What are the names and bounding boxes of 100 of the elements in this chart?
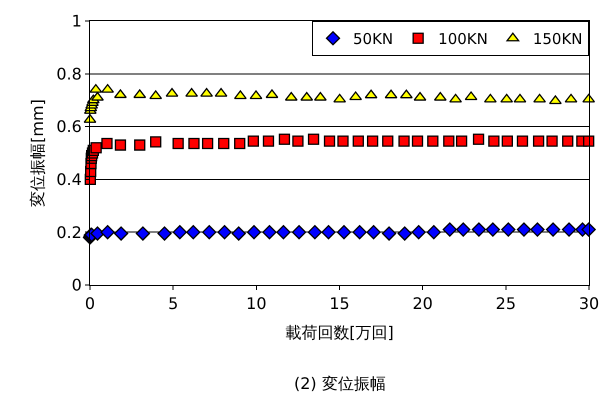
x-tick-label: 10 <box>246 294 267 314</box>
point <box>300 92 314 101</box>
y-tick-label: 0.4 <box>56 170 82 189</box>
point <box>149 90 162 100</box>
x-tick-label: 0 <box>84 294 96 314</box>
point <box>472 134 484 145</box>
legend-label: 150KN <box>532 30 583 48</box>
point <box>266 89 278 98</box>
point <box>533 94 546 103</box>
point <box>89 84 102 93</box>
point <box>382 226 396 241</box>
point <box>352 135 364 147</box>
point <box>276 225 291 240</box>
legend-label: 50KN <box>353 30 394 48</box>
point <box>314 92 327 101</box>
y-tick-label: 0.6 <box>56 117 82 136</box>
point <box>234 90 247 100</box>
y-tick-label: 0.8 <box>56 64 82 84</box>
point <box>308 225 322 240</box>
point <box>284 92 298 101</box>
point <box>546 135 558 147</box>
point <box>292 225 306 240</box>
point <box>157 226 172 241</box>
point <box>412 225 426 240</box>
point <box>185 88 198 97</box>
point <box>100 225 115 240</box>
point <box>324 135 336 147</box>
point <box>336 225 352 240</box>
point <box>101 138 113 150</box>
point <box>500 94 514 103</box>
point <box>562 135 574 147</box>
point <box>412 135 424 147</box>
point <box>582 222 596 237</box>
point <box>262 135 274 147</box>
point <box>583 135 594 147</box>
point <box>349 91 362 100</box>
point <box>101 84 114 93</box>
point <box>426 225 441 240</box>
point <box>382 135 394 147</box>
x-tick-label: 5 <box>168 294 178 314</box>
point <box>172 138 184 150</box>
point <box>202 138 214 150</box>
y-tick-label: 0 <box>72 276 82 295</box>
point <box>427 135 438 147</box>
point <box>456 222 470 237</box>
point <box>114 139 126 151</box>
point <box>114 89 127 98</box>
point <box>484 94 497 103</box>
point <box>352 225 367 240</box>
point <box>486 222 500 237</box>
point <box>114 226 128 241</box>
point <box>133 89 146 98</box>
legend-label: 100KN <box>438 30 488 48</box>
point <box>516 222 532 237</box>
point <box>262 225 277 240</box>
point <box>456 135 468 147</box>
point <box>202 225 216 240</box>
point <box>90 142 102 154</box>
point <box>136 226 150 241</box>
point <box>166 88 178 97</box>
point <box>150 136 162 148</box>
point <box>366 225 381 240</box>
point <box>214 88 228 97</box>
point <box>91 92 104 101</box>
y-axis-title: 変位振幅[mm] <box>28 99 48 207</box>
point <box>321 225 336 240</box>
point <box>217 225 232 240</box>
point <box>464 91 478 100</box>
point <box>246 225 262 240</box>
x-tick-label: 25 <box>496 294 516 314</box>
point <box>414 92 426 101</box>
point <box>501 222 516 237</box>
point <box>434 92 447 101</box>
point <box>172 225 187 240</box>
point <box>530 222 545 237</box>
x-tick-label: 15 <box>329 294 350 314</box>
point <box>548 95 562 104</box>
point <box>472 222 486 237</box>
x-axis-title: 載荷回数[万回] <box>285 322 394 342</box>
point <box>514 94 526 103</box>
point <box>134 139 146 151</box>
point <box>502 135 513 147</box>
point <box>234 138 246 150</box>
y-tick-label: 1 <box>72 12 82 31</box>
point <box>366 135 378 147</box>
point <box>488 135 500 147</box>
point <box>398 135 410 147</box>
point <box>186 225 200 240</box>
point <box>308 134 320 145</box>
point <box>562 222 576 237</box>
point <box>564 94 578 103</box>
point <box>292 135 304 147</box>
point <box>278 134 290 145</box>
point <box>443 135 454 147</box>
point <box>532 135 544 147</box>
point <box>546 222 560 237</box>
point <box>398 226 412 241</box>
text: (2) 変位振幅 <box>294 374 386 393</box>
y-tick-label: 0.2 <box>56 222 82 242</box>
x-tick-label: 30 <box>578 294 600 314</box>
